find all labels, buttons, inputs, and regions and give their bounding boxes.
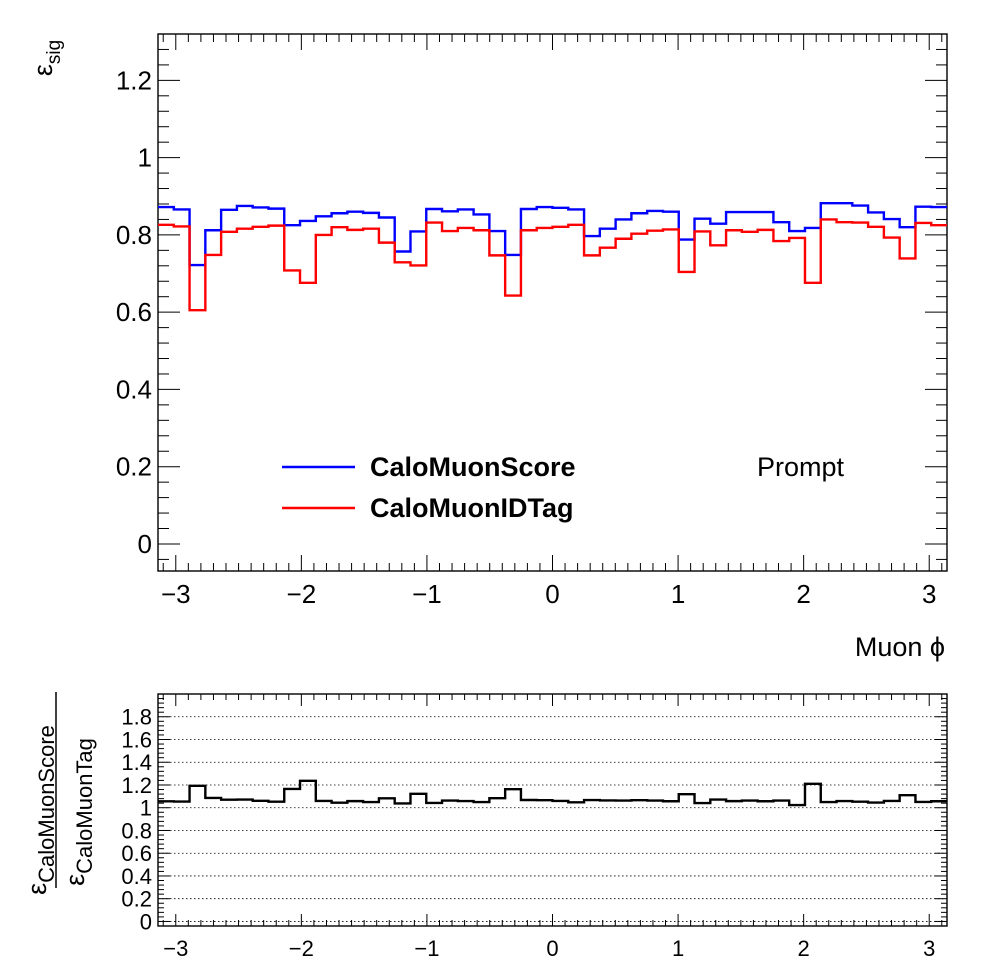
ratio-numerator-base: ε	[22, 883, 52, 895]
ratio-panel: −3 −2 −1 0 1 2 300.20.40.60.811.21.41.61.8 εCa…	[22, 692, 948, 961]
ratio-denominator: εCaloMuonTag	[60, 738, 97, 886]
efficiency-plot-frame	[157, 33, 948, 572]
x-tick-label: 3	[923, 936, 935, 961]
y-tick-label: 0.8	[116, 220, 152, 250]
y-tick-label: 0.4	[116, 374, 152, 404]
y-tick-label: 1.4	[121, 750, 152, 775]
x-tick-label: −2	[289, 936, 314, 961]
ratio-plot-frame	[157, 693, 948, 927]
legend-label-calomuonidtag: CaloMuonIDTag	[370, 493, 573, 523]
y-tick-label: 0.6	[121, 841, 152, 866]
y-axis-title-base: ε	[28, 64, 58, 76]
y-tick-label: 1.2	[116, 65, 152, 95]
x-tick-label: −1	[414, 936, 439, 961]
x-tick-label: 0	[545, 579, 559, 609]
x-tick-label: 1	[671, 579, 685, 609]
ratio-denominator-sub: CaloMuonTag	[72, 738, 97, 874]
y-axis-title: εsig	[28, 40, 65, 76]
y-tick-label: 0.6	[116, 297, 152, 327]
x-axis-title: Muon ϕ	[855, 632, 945, 662]
x-tick-label: −3	[161, 579, 191, 609]
ratio-grid	[158, 716, 947, 922]
x-tick-label: −2	[287, 579, 317, 609]
y-tick-label: 1	[138, 143, 152, 173]
x-tick-label: 3	[922, 579, 936, 609]
y-tick-label: 1.8	[121, 705, 152, 730]
ratio-denominator-base: ε	[60, 874, 90, 886]
y-axis-title-sub: sig	[44, 40, 65, 64]
y-tick-label: 0.2	[121, 887, 152, 912]
x-tick-label: 1	[672, 936, 684, 961]
legend: CaloMuonScore CaloMuonIDTag	[282, 452, 576, 523]
y-tick-label: 0.8	[121, 818, 152, 843]
x-tick-label: −3	[163, 936, 188, 961]
x-tick-label: 0	[546, 936, 558, 961]
x-tick-label: −1	[412, 579, 442, 609]
ratio-numerator: εCaloMuonScore	[22, 725, 59, 895]
legend-label-calomuonscore: CaloMuonScore	[370, 452, 576, 482]
efficiency-panel: −3 −2 −1 0 1 2 300.20.40.60.811.2 εsig Muon ϕ …	[28, 33, 948, 662]
y-tick-label: 1.2	[121, 773, 152, 798]
series-calomuonscore-line	[158, 202, 947, 267]
x-tick-label: 2	[796, 579, 810, 609]
efficiency-series	[158, 202, 947, 312]
y-tick-label: 0.4	[121, 864, 152, 889]
y-tick-label: 1	[140, 796, 152, 821]
y-tick-label: 0	[140, 909, 152, 934]
series-ratio-line	[158, 779, 947, 807]
ratio-y-axis-title: εCaloMuonScore εCaloMuonTag	[22, 692, 97, 895]
annotation-prompt: Prompt	[757, 452, 845, 482]
y-tick-label: 0.2	[116, 452, 152, 482]
y-tick-label: 0	[138, 529, 152, 559]
efficiency-axis-ticks: −3 −2 −1 0 1 2 3 0 0.2 0.4 0.6 0.8 1 1.2	[116, 33, 947, 609]
series-calomuonidtag-line	[158, 218, 947, 312]
y-tick-label: 1.6	[121, 727, 152, 752]
ratio-series	[158, 779, 947, 807]
x-tick-label: 2	[798, 936, 810, 961]
ratio-axis-ticks: −3 −2 −1 0 1 2 300.20.40.60.811.21.41.61.8	[121, 693, 947, 961]
ratio-numerator-sub: CaloMuonScore	[34, 725, 59, 883]
